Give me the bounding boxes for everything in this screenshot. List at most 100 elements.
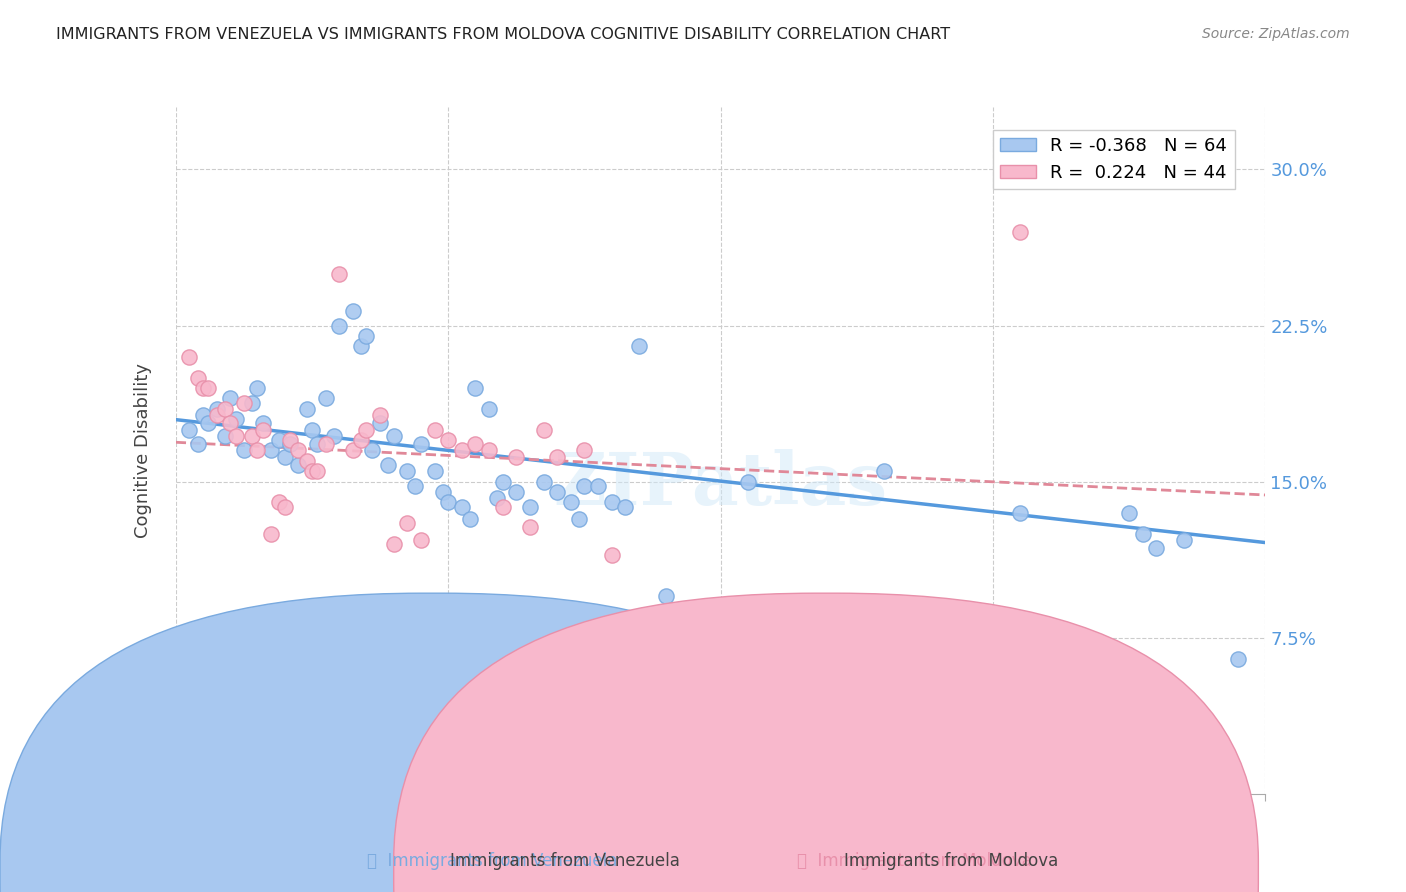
Point bbox=[478, 443, 501, 458]
Point bbox=[205, 401, 228, 416]
Point bbox=[186, 437, 209, 451]
Point bbox=[356, 423, 378, 437]
Point bbox=[437, 433, 460, 447]
Point bbox=[1144, 541, 1167, 556]
Point bbox=[627, 339, 650, 353]
Point bbox=[382, 537, 405, 551]
Point bbox=[360, 443, 382, 458]
Point bbox=[1010, 506, 1032, 520]
Text: ZIPatlas: ZIPatlas bbox=[554, 450, 887, 520]
Point bbox=[232, 395, 254, 409]
Point bbox=[315, 392, 337, 406]
Point bbox=[191, 381, 214, 395]
Point bbox=[1010, 142, 1032, 156]
Legend: R = -0.368   N = 64, R =  0.224   N = 44: R = -0.368 N = 64, R = 0.224 N = 44 bbox=[993, 130, 1234, 189]
Point bbox=[423, 464, 446, 478]
Point bbox=[295, 454, 318, 468]
Point bbox=[574, 443, 596, 458]
Point bbox=[519, 500, 541, 514]
Text: Source: ZipAtlas.com: Source: ZipAtlas.com bbox=[1202, 27, 1350, 41]
Point bbox=[377, 458, 399, 472]
Point bbox=[737, 475, 759, 489]
Point bbox=[409, 437, 432, 451]
Point bbox=[219, 392, 242, 406]
Text: ⬛  Immigrants from Venezuela: ⬛ Immigrants from Venezuela bbox=[367, 852, 617, 870]
Point bbox=[405, 479, 427, 493]
Point bbox=[432, 485, 454, 500]
Point bbox=[458, 512, 481, 526]
Point bbox=[274, 450, 297, 464]
Point bbox=[274, 500, 297, 514]
Point bbox=[246, 443, 269, 458]
Point bbox=[179, 350, 201, 364]
Point bbox=[214, 429, 236, 443]
Point bbox=[260, 526, 283, 541]
Point bbox=[1227, 651, 1250, 665]
Point bbox=[252, 417, 274, 431]
Point bbox=[179, 423, 201, 437]
Point bbox=[368, 408, 391, 422]
Point bbox=[560, 495, 582, 509]
Point bbox=[1118, 506, 1140, 520]
Text: ⬛  Immigrants from Moldova: ⬛ Immigrants from Moldova bbox=[797, 852, 1031, 870]
Point bbox=[240, 395, 263, 409]
Point bbox=[486, 491, 509, 506]
Point bbox=[246, 381, 269, 395]
Point bbox=[197, 381, 219, 395]
Point bbox=[492, 475, 515, 489]
Point bbox=[505, 485, 527, 500]
Point bbox=[586, 479, 609, 493]
Point bbox=[1173, 533, 1195, 547]
Point bbox=[322, 429, 344, 443]
Point bbox=[225, 429, 247, 443]
Point bbox=[301, 423, 323, 437]
Point bbox=[219, 417, 242, 431]
Point bbox=[409, 533, 432, 547]
Point bbox=[505, 450, 527, 464]
Point bbox=[307, 464, 329, 478]
Y-axis label: Cognitive Disability: Cognitive Disability bbox=[134, 363, 152, 538]
Point bbox=[307, 437, 329, 451]
Point bbox=[350, 339, 373, 353]
Point bbox=[568, 512, 591, 526]
Point bbox=[519, 520, 541, 534]
Point bbox=[350, 433, 373, 447]
Point bbox=[287, 458, 309, 472]
Point bbox=[560, 631, 582, 645]
Point bbox=[269, 495, 291, 509]
Point bbox=[301, 464, 323, 478]
Point bbox=[1132, 526, 1154, 541]
Point bbox=[225, 412, 247, 426]
Point bbox=[328, 318, 350, 333]
Point bbox=[205, 408, 228, 422]
Point bbox=[396, 516, 419, 531]
Point bbox=[478, 401, 501, 416]
Point bbox=[873, 464, 896, 478]
Point bbox=[546, 450, 568, 464]
Text: IMMIGRANTS FROM VENEZUELA VS IMMIGRANTS FROM MOLDOVA COGNITIVE DISABILITY CORREL: IMMIGRANTS FROM VENEZUELA VS IMMIGRANTS … bbox=[56, 27, 950, 42]
Point bbox=[450, 443, 472, 458]
Text: 0.0%: 0.0% bbox=[155, 835, 197, 853]
Point bbox=[368, 417, 391, 431]
Point bbox=[600, 495, 623, 509]
Point bbox=[533, 423, 555, 437]
Point bbox=[197, 417, 219, 431]
Point bbox=[278, 433, 301, 447]
Point bbox=[533, 475, 555, 489]
Point bbox=[252, 423, 274, 437]
Point bbox=[214, 401, 236, 416]
Point bbox=[437, 495, 460, 509]
Point bbox=[641, 616, 664, 631]
Point bbox=[600, 548, 623, 562]
Point bbox=[464, 437, 486, 451]
Point bbox=[240, 429, 263, 443]
Text: Immigrants from Moldova: Immigrants from Moldova bbox=[844, 852, 1057, 870]
Point bbox=[232, 443, 254, 458]
Point bbox=[315, 437, 337, 451]
Point bbox=[191, 408, 214, 422]
Point bbox=[1010, 225, 1032, 239]
Point bbox=[382, 429, 405, 443]
Point bbox=[260, 443, 283, 458]
Point bbox=[278, 437, 301, 451]
Point bbox=[546, 485, 568, 500]
